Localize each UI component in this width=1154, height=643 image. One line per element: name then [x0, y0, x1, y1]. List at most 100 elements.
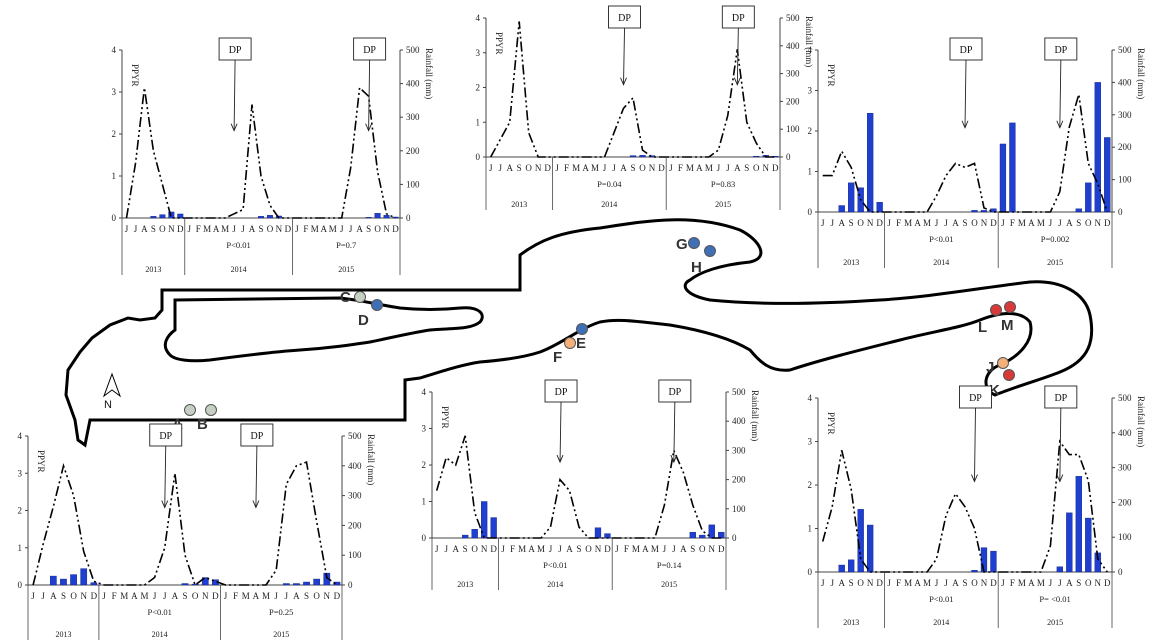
- month-label: M: [632, 544, 640, 554]
- right-tick-label: 500: [348, 431, 362, 441]
- left-tick-label: 3: [18, 468, 23, 478]
- rainfall-bar: [1075, 476, 1082, 573]
- right-axis-title: Rainfall (mm): [424, 48, 434, 99]
- rainfall-bar: [462, 534, 469, 539]
- site-marker-g: [688, 237, 700, 249]
- ppyr-line: [125, 86, 396, 219]
- month-label: J: [1058, 578, 1062, 588]
- month-label: N: [535, 163, 542, 173]
- month-label: J: [830, 218, 834, 228]
- right-tick-label: 500: [406, 45, 420, 55]
- month-label: F: [196, 224, 201, 234]
- dp-label: DP: [732, 13, 745, 24]
- right-tick-label: 100: [786, 124, 800, 134]
- month-label: O: [267, 224, 274, 234]
- year-label: 2014: [933, 618, 949, 627]
- month-label: M: [686, 163, 694, 173]
- month-label: A: [141, 224, 148, 234]
- rainfall-bar: [753, 155, 760, 158]
- dp-arrow-head-icon: [161, 500, 169, 509]
- site-label-l: L: [978, 319, 987, 336]
- rainfall-bar: [848, 182, 855, 213]
- month-label: M: [1037, 578, 1045, 588]
- dp-label: DP: [363, 45, 376, 56]
- dp-arrow-line: [974, 407, 976, 482]
- left-tick-label: 0: [808, 567, 813, 577]
- month-label: D: [490, 544, 497, 554]
- month-label: S: [1076, 218, 1081, 228]
- rainfall-bar: [481, 501, 488, 539]
- month-label: A: [1066, 218, 1073, 228]
- month-label: M: [572, 163, 580, 173]
- month-label: F: [678, 163, 683, 173]
- dp-label: DP: [960, 45, 973, 56]
- year-label: 2014: [601, 200, 617, 209]
- month-label: J: [821, 218, 825, 228]
- rainfall-bar: [490, 517, 497, 539]
- month-label: A: [528, 544, 535, 554]
- month-label: J: [285, 591, 289, 601]
- north-arrow: N: [102, 372, 122, 411]
- left-tick-label: 3: [808, 437, 813, 447]
- dp-arrow-line: [623, 27, 625, 85]
- month-label: J: [501, 544, 505, 554]
- month-label: M: [651, 544, 659, 554]
- right-axis-title: Rainfall (mm): [366, 434, 376, 485]
- month-label: J: [134, 224, 138, 234]
- left-tick-label: 4: [422, 387, 427, 397]
- month-label: F: [510, 544, 515, 554]
- month-label: J: [555, 163, 559, 173]
- year-label: 2015: [661, 580, 677, 589]
- month-label: S: [304, 591, 309, 601]
- year-label: 2015: [273, 630, 289, 639]
- rainfall-bar: [282, 583, 290, 586]
- rainfall-bar: [471, 529, 478, 539]
- month-label: D: [1104, 578, 1111, 588]
- left-tick-label: 0: [18, 580, 23, 590]
- right-axis-title: Rainfall (mm): [1136, 48, 1146, 99]
- month-label: M: [537, 544, 545, 554]
- month-label: M: [923, 218, 931, 228]
- month-label: A: [249, 224, 256, 234]
- site-markers: ABCDEFGHJKLM: [172, 236, 1016, 433]
- ppyr-line: [821, 439, 1108, 573]
- rainfall-bar: [70, 574, 77, 586]
- dp-arrow-head-icon: [365, 123, 373, 132]
- right-tick-label: 200: [786, 96, 800, 106]
- year-label: 2014: [547, 580, 563, 589]
- right-tick-label: 0: [406, 213, 411, 223]
- year-label: 2015: [1047, 258, 1063, 267]
- dp-label: DP: [668, 387, 681, 398]
- left-tick-label: 0: [112, 213, 117, 223]
- p-value-label: P<0.01: [543, 560, 567, 570]
- year-label: 2013: [145, 265, 161, 274]
- month-label: D: [544, 163, 551, 173]
- month-label: J: [489, 163, 493, 173]
- month-label: J: [558, 544, 562, 554]
- right-tick-label: 300: [786, 69, 800, 79]
- right-tick-label: 400: [732, 416, 746, 426]
- dp-arrow-line: [1059, 407, 1062, 482]
- month-label: S: [849, 218, 854, 228]
- month-label: J: [726, 163, 730, 173]
- rainfall-bar: [1066, 512, 1073, 573]
- dp-arrow-line: [255, 445, 258, 508]
- month-label: S: [744, 163, 749, 173]
- year-label: 2013: [843, 258, 859, 267]
- right-tick-label: 400: [1118, 77, 1132, 87]
- left-axis-title: PPYR: [440, 406, 450, 429]
- right-tick-label: 300: [732, 445, 746, 455]
- month-label: J: [615, 544, 619, 554]
- month-label: O: [159, 224, 166, 234]
- dp-arrow-line: [164, 445, 167, 508]
- site-marker-f: [564, 337, 576, 349]
- site-marker-m: [1004, 301, 1016, 313]
- rainfall-bar: [639, 155, 646, 158]
- dp-arrow-head-icon: [961, 120, 969, 129]
- rainfall-bar: [303, 581, 310, 586]
- left-tick-label: 1: [808, 524, 813, 534]
- month-label: M: [329, 224, 337, 234]
- month-label: J: [663, 544, 667, 554]
